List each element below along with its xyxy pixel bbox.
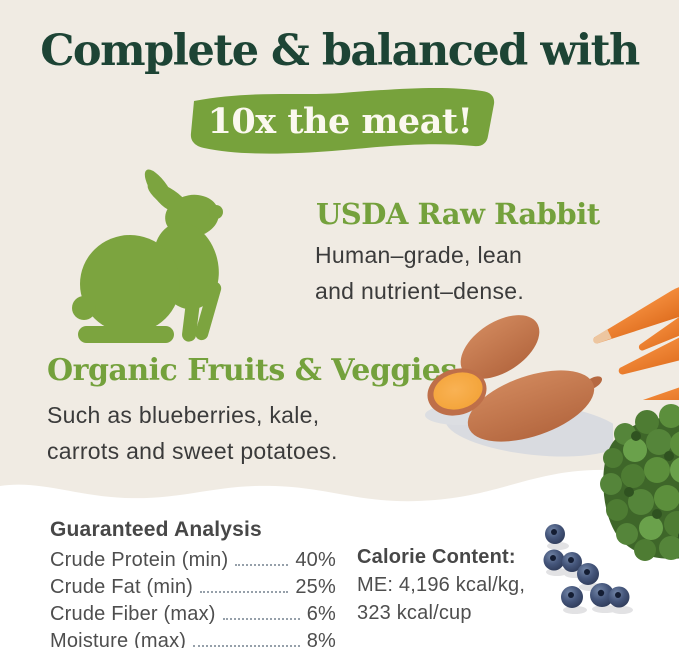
blueberries-image — [543, 524, 633, 614]
ga-row-value: 6% — [306, 603, 336, 625]
guaranteed-analysis: Guaranteed Analysis Crude Protein (min) … — [50, 518, 336, 648]
ga-row-value: 25% — [295, 576, 336, 598]
banner-ribbon: 10x the meat! — [182, 83, 498, 161]
calorie-content: Calorie Content: ME: 4,196 kcal/kg, 323 … — [357, 543, 567, 627]
usda-copy-line2: and nutrient–dense. — [315, 278, 525, 304]
dotted-leader — [193, 645, 300, 647]
ga-row-label: Crude Fat (min) — [50, 576, 194, 598]
table-row: Moisture (max) 8% — [50, 630, 336, 648]
produce-copy-line2: carrots and sweet potatoes. — [47, 438, 338, 464]
usda-copy-line1: Human–grade, lean — [315, 242, 523, 268]
kale-image — [600, 404, 679, 561]
table-row: Crude Fiber (max) 6% — [50, 603, 336, 630]
dotted-leader — [222, 618, 300, 620]
dotted-leader — [200, 591, 289, 593]
banner-text: 10x the meat! — [207, 101, 473, 142]
organic-fruits-veggies-title: Organic Fruits & Veggies — [47, 353, 457, 388]
calorie-content-title: Calorie Content: — [357, 546, 516, 568]
sweet-potatoes-image — [425, 315, 613, 457]
headline: Complete & balanced with — [40, 26, 640, 76]
wave-divider — [0, 469, 679, 648]
guaranteed-analysis-title: Guaranteed Analysis — [50, 518, 262, 541]
calorie-content-line2: 323 kcal/cup — [357, 602, 472, 624]
ga-row-value: 40% — [295, 549, 336, 571]
ga-row-label: Moisture (max) — [50, 630, 187, 648]
ga-row-label: Crude Protein (min) — [50, 549, 229, 571]
ga-row-label: Crude Fiber (max) — [50, 603, 216, 625]
table-row: Crude Protein (min) 40% — [50, 549, 336, 576]
produce-copy-line1: Such as blueberries, kale, — [47, 402, 320, 428]
rabbit-silhouette-icon — [72, 169, 223, 343]
dotted-leader — [235, 564, 289, 566]
usda-raw-rabbit-title: USDA Raw Rabbit — [316, 197, 600, 231]
ribbon-shape-icon — [190, 87, 495, 154]
usda-raw-rabbit-copy: Human–grade, lean and nutrient–dense. — [315, 237, 524, 309]
table-row: Crude Fat (min) 25% — [50, 576, 336, 603]
organic-fruits-veggies-copy: Such as blueberries, kale, carrots and s… — [47, 397, 338, 469]
carrots-image — [593, 285, 679, 400]
calorie-content-line1: ME: 4,196 kcal/kg, — [357, 574, 526, 596]
ga-row-value: 8% — [306, 630, 336, 648]
